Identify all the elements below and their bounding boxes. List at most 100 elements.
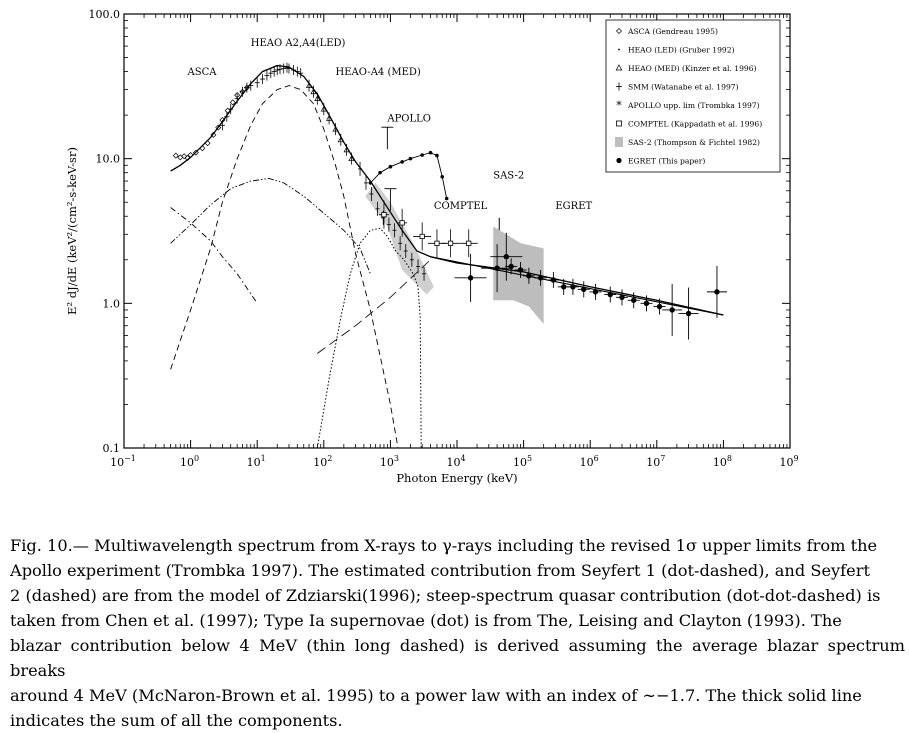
model-curve [317,259,431,354]
egret-point [656,303,663,310]
legend-label: HEAO (LED) (Gruber 1992) [628,46,735,55]
comptel-point [381,212,387,218]
plot-annotation: HEAO A2,A4(LED) [251,38,346,49]
x-tick-label: 105 [513,454,532,469]
asca-point [210,131,217,138]
y-tick-label: 10.0 [96,153,121,166]
heao-med-point [337,136,344,143]
heao-med-point [348,155,355,162]
legend-symbol [616,120,622,127]
legend-symbol [615,137,623,147]
plot-annotation: SAS-2 [493,170,524,181]
apollo-point [420,153,424,157]
heao-med-point [305,82,313,88]
apollo-point [388,164,393,169]
plot-annotation: ASCA [187,67,218,78]
legend-label: HEAO (MED) (Kinzer et al. 1996) [628,64,757,73]
egret-point [714,289,720,295]
caption-line: taken from Chen et al. (1997); Type Ia s… [10,611,842,630]
legend-label: SAS-2 (Thompson & Fichtel 1982) [628,138,760,147]
egret-point [607,291,613,298]
sum-line-high [430,256,724,316]
x-tick-label: 109 [779,454,798,469]
x-tick-label: 108 [713,454,732,469]
apollo-point [440,174,445,179]
legend-label: COMPTEL (Kappadath et al. 1996) [628,120,762,129]
comptel-point [434,240,440,246]
figure-caption: Fig. 10.— Multiwavelength spectrum from … [10,533,905,733]
egret-point [503,254,510,260]
model-curve [170,207,258,304]
apollo-point [408,156,413,161]
apollo-point [400,160,404,164]
egret-point [494,265,500,271]
plot-annotation: EGRET [555,201,592,212]
x-tick-label: 100 [180,454,199,469]
x-tick-labels: 10−1 100 101 102 103 104 105 106 107 108 109 [110,454,798,469]
legend-label: ASCA (Gendreau 1995) [627,27,718,36]
x-tick-label: 103 [380,454,399,469]
legend-symbol [616,157,622,164]
plot-annotation: APOLLO [386,114,431,125]
asca-point [172,152,179,159]
egret-point [467,275,474,281]
asca-point [224,107,231,114]
plot-annotation: COMPTEL [434,201,488,212]
egret-point [581,286,587,293]
x-tick-label: 10−1 [110,454,136,469]
asca-point [192,149,199,156]
spectrum-chart: 10−1 100 101 102 103 104 105 106 107 108 109 0.1 1.… [65,8,799,485]
model-curve [316,227,422,449]
model-curves [170,64,724,449]
egret-point [619,294,625,301]
legend-symbol [618,48,620,51]
caption-line: Fig. 10.— Multiwavelength spectrum from … [10,536,878,555]
apollo-point [435,153,439,158]
egret-point [560,284,567,290]
asca-point [215,124,222,131]
legend-label: SMM (Watanabe et al. 1997) [628,83,739,92]
egret-point [631,297,637,303]
comptel-point [447,240,454,246]
egret-point [537,275,544,281]
axis-ticks [123,13,791,449]
egret-point [517,267,524,273]
heao-med-point [343,146,350,153]
apollo-point [428,150,433,155]
x-tick-label: 102 [313,454,332,469]
comptel-point [419,233,425,240]
model-curve [170,85,399,449]
heao-med-point [314,95,321,101]
egret-point [570,284,576,290]
y-tick-label: 1.0 [103,297,121,310]
egret-point [685,310,692,317]
egret-point [526,273,532,279]
comptel-point [466,240,472,246]
asca-point [187,152,194,159]
legend-label: EGRET (This paper) [628,157,705,166]
y-axis-label: E² dJ/dE (keV²/(cm²-s-keV-sr) [65,147,79,315]
x-axis-label: Photon Energy (keV) [396,471,517,485]
egret-point [508,263,514,270]
apollo-point [378,170,382,175]
y-tick-label: 0.1 [103,442,121,455]
plot-annotation: HEAO-A4 (MED) [336,67,421,78]
x-tick-label: 107 [646,454,665,469]
asca-point [184,155,191,162]
egret-point [643,300,650,307]
egret-point [592,289,599,295]
legend-label: APOLLO upp. lim (Trombka 1997) [627,101,760,110]
sas2-band-area [493,226,544,324]
plot-annotations: HEAO A2,A4(LED) ASCA HEAO-A4 (MED) APOLLO SA… [187,38,593,212]
legend-box [605,19,781,173]
asca-point [181,153,188,160]
caption-line: Apollo experiment (Trombka 1997). The es… [10,561,870,580]
comptel-point [399,220,405,226]
model-curve [170,177,371,274]
apollo-point [444,196,449,201]
caption-line: around 4 MeV (McNaron-Brown et al. 1995)… [10,686,862,705]
x-tick-label: 101 [247,454,266,469]
y-tick-labels: 0.1 1.0 10.0 100.0 [89,8,121,455]
heao-med-point [332,125,339,132]
x-tick-label: 106 [580,454,599,469]
